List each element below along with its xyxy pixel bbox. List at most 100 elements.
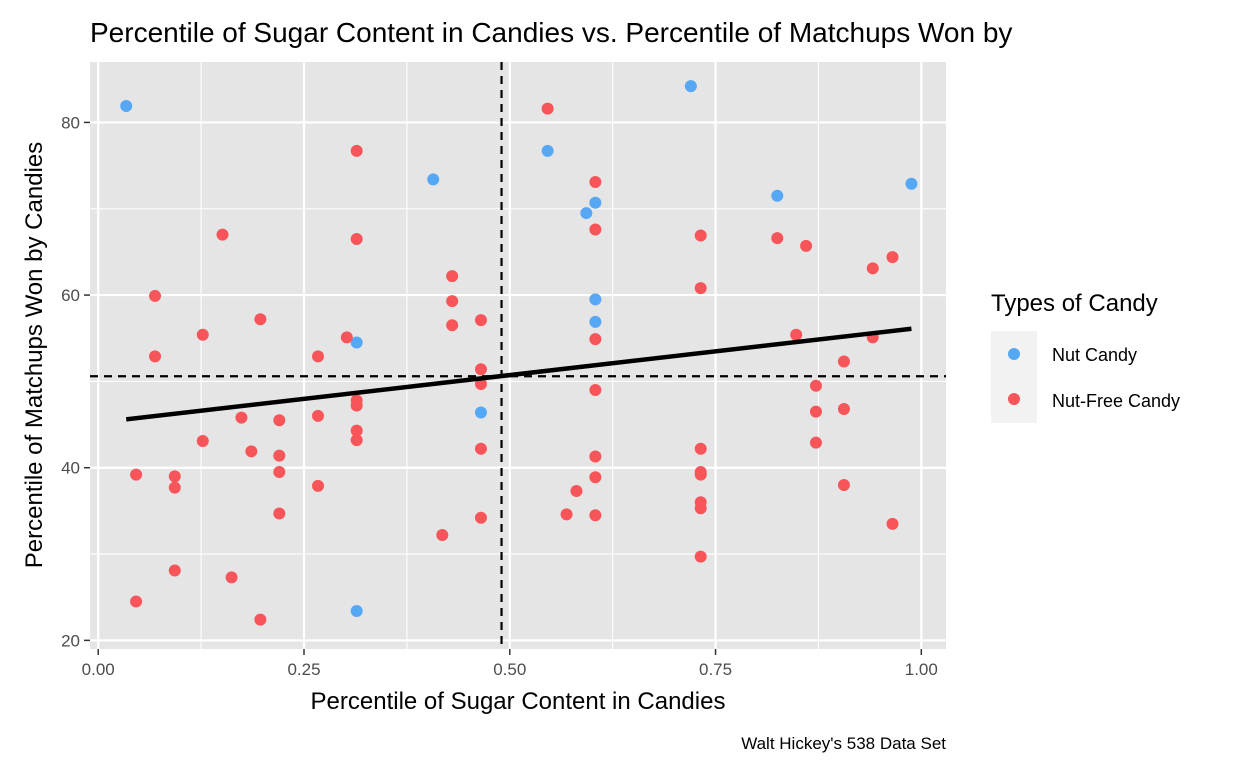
data-point-nut-free-candy <box>886 517 899 530</box>
data-point-nut-free-candy <box>436 529 449 542</box>
data-points <box>120 80 918 626</box>
data-point-nut-free-candy <box>790 328 803 341</box>
data-point-nut-free-candy <box>694 282 707 295</box>
data-point-nut-candy <box>771 189 784 202</box>
legend-key-nut-candy <box>1008 348 1020 360</box>
data-point-nut-free-candy <box>886 251 899 264</box>
data-point-nut-candy <box>684 80 697 93</box>
x-tick-label: 0.75 <box>699 660 732 679</box>
data-point-nut-free-candy <box>589 175 602 188</box>
data-point-nut-candy <box>589 315 602 328</box>
data-point-nut-free-candy <box>809 436 822 449</box>
data-point-nut-candy <box>350 336 363 349</box>
data-point-nut-free-candy <box>809 405 822 418</box>
chart-title: Percentile of Sugar Content in Candies v… <box>90 17 1012 48</box>
data-point-nut-free-candy <box>311 409 324 422</box>
data-point-nut-candy <box>580 207 593 220</box>
data-point-nut-free-candy <box>350 144 363 157</box>
data-point-nut-free-candy <box>225 571 238 584</box>
data-point-nut-candy <box>350 605 363 618</box>
data-point-nut-candy <box>120 100 133 113</box>
data-point-nut-free-candy <box>474 363 487 376</box>
x-axis: 0.00 0.25 0.50 0.75 1.00 <box>82 649 938 679</box>
x-tick-label: 1.00 <box>905 660 938 679</box>
data-point-nut-free-candy <box>837 478 850 491</box>
data-point-nut-free-candy <box>474 442 487 455</box>
data-point-nut-free-candy <box>570 485 583 498</box>
data-point-nut-free-candy <box>254 313 267 326</box>
y-axis-title: Percentile of Matchups Won by Candies <box>21 142 48 568</box>
data-point-nut-free-candy <box>245 445 258 458</box>
data-point-nut-free-candy <box>589 471 602 484</box>
data-point-nut-free-candy <box>273 466 286 479</box>
data-point-nut-free-candy <box>694 550 707 563</box>
legend-key-background <box>991 331 1037 423</box>
data-point-nut-free-candy <box>694 442 707 455</box>
data-point-nut-free-candy <box>809 379 822 392</box>
data-point-nut-free-candy <box>589 333 602 346</box>
data-point-nut-free-candy <box>589 509 602 522</box>
data-point-nut-free-candy <box>168 481 181 494</box>
data-point-nut-free-candy <box>254 613 267 626</box>
y-tick-label: 60 <box>61 286 80 305</box>
data-point-nut-free-candy <box>589 450 602 463</box>
data-point-nut-free-candy <box>446 319 459 332</box>
y-tick-label: 40 <box>61 459 80 478</box>
data-point-nut-free-candy <box>474 314 487 327</box>
data-point-nut-free-candy <box>235 411 248 424</box>
legend-key-nut-free-candy <box>1008 393 1020 405</box>
data-point-nut-free-candy <box>273 449 286 462</box>
data-point-nut-free-candy <box>589 384 602 397</box>
data-point-nut-free-candy <box>149 289 162 302</box>
data-point-nut-free-candy <box>196 328 209 341</box>
data-point-nut-candy <box>427 173 440 186</box>
data-point-nut-free-candy <box>837 355 850 368</box>
data-point-nut-free-candy <box>694 229 707 242</box>
legend: Types of Candy Nut Candy Nut-Free Candy <box>991 290 1180 423</box>
data-point-nut-free-candy <box>771 232 784 245</box>
y-axis: 20 40 60 80 <box>61 113 90 650</box>
x-tick-label: 0.00 <box>82 660 115 679</box>
plot-panel <box>90 62 946 649</box>
data-point-nut-free-candy <box>350 424 363 437</box>
data-point-nut-candy <box>589 293 602 306</box>
legend-label-nut-free-candy: Nut-Free Candy <box>1052 391 1180 411</box>
legend-title: Types of Candy <box>991 290 1158 317</box>
data-point-nut-free-candy <box>149 350 162 363</box>
chart-caption: Walt Hickey's 538 Data Set <box>741 734 946 753</box>
data-point-nut-free-candy <box>800 239 813 252</box>
data-point-nut-free-candy <box>340 331 353 344</box>
data-point-nut-candy <box>589 196 602 209</box>
data-point-nut-free-candy <box>273 507 286 520</box>
x-tick-label: 0.50 <box>493 660 526 679</box>
y-tick-label: 80 <box>61 113 80 132</box>
legend-label-nut-candy: Nut Candy <box>1052 345 1137 365</box>
y-tick-label: 20 <box>61 631 80 650</box>
data-point-nut-free-candy <box>311 479 324 492</box>
data-point-nut-free-candy <box>350 434 363 447</box>
data-point-nut-free-candy <box>168 470 181 483</box>
data-point-nut-free-candy <box>196 434 209 447</box>
major-gridlines <box>90 62 946 649</box>
data-point-nut-free-candy <box>560 508 573 521</box>
data-point-nut-free-candy <box>837 403 850 416</box>
data-point-nut-free-candy <box>541 102 554 115</box>
trend-line-group <box>125 326 912 422</box>
x-axis-title: Percentile of Sugar Content in Candies <box>311 688 726 715</box>
data-point-nut-free-candy <box>130 595 143 608</box>
data-point-nut-candy <box>541 144 554 157</box>
data-point-nut-free-candy <box>350 232 363 245</box>
data-point-nut-free-candy <box>273 414 286 427</box>
data-point-nut-free-candy <box>130 468 143 481</box>
data-point-nut-free-candy <box>694 502 707 515</box>
data-point-nut-candy <box>474 406 487 419</box>
data-point-nut-free-candy <box>446 270 459 283</box>
data-point-nut-candy <box>905 177 918 190</box>
data-point-nut-free-candy <box>866 262 879 275</box>
data-point-nut-free-candy <box>446 295 459 308</box>
data-point-nut-free-candy <box>694 468 707 481</box>
data-point-nut-free-candy <box>589 223 602 236</box>
data-point-nut-free-candy <box>168 564 181 577</box>
data-point-nut-free-candy <box>350 399 363 412</box>
